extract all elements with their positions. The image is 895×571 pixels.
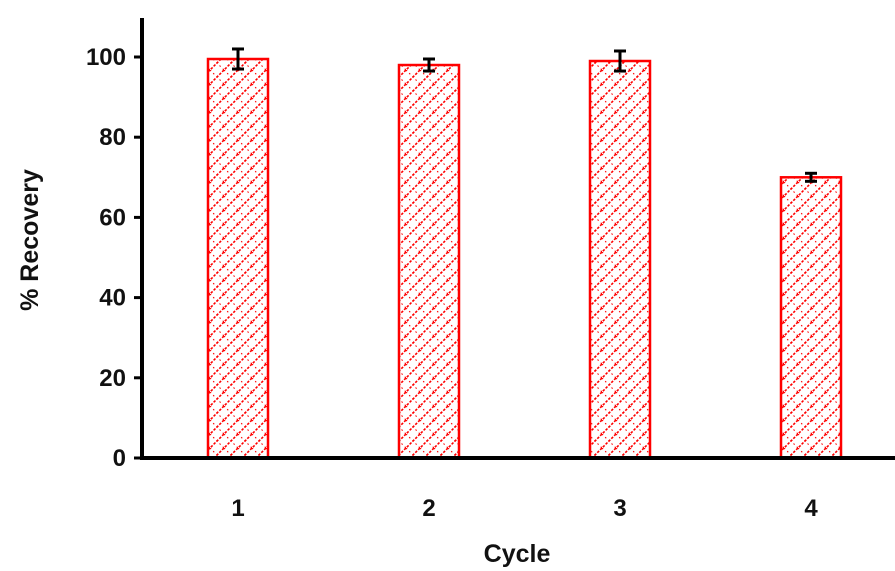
y-tick-label: 20: [99, 365, 126, 392]
y-tick-label: 40: [99, 285, 126, 312]
x-tick-label: 3: [613, 495, 626, 522]
y-tick-label: 80: [99, 124, 126, 151]
bars-group: [206, 57, 843, 460]
x-tick-label: 2: [422, 495, 435, 522]
y-tick-label: 60: [99, 204, 126, 231]
x-axis-title: Cycle: [484, 540, 551, 568]
error-bar-cycle-2: [423, 57, 435, 73]
bar-cycle-3: [588, 59, 652, 460]
bar-cycle-1: [206, 57, 270, 460]
error-bar-cycle-1: [232, 47, 244, 71]
y-tick-label: 100: [86, 44, 126, 71]
x-axis-ticks: 1 2 3 4: [231, 495, 818, 522]
y-axis-ticks: 0 20 40 60 80 100: [86, 44, 142, 472]
x-tick-label: 4: [804, 495, 818, 522]
bar-cycle-2: [397, 63, 461, 460]
error-bar-cycle-4: [805, 171, 817, 183]
axes-group: [140, 18, 895, 460]
y-axis-title: % Recovery: [16, 169, 44, 311]
bar-cycle-4: [779, 176, 843, 460]
y-tick-label: 0: [113, 445, 126, 472]
x-tick-label: 1: [231, 495, 244, 522]
error-bars-group: [232, 47, 817, 183]
error-bar-cycle-3: [614, 49, 626, 73]
